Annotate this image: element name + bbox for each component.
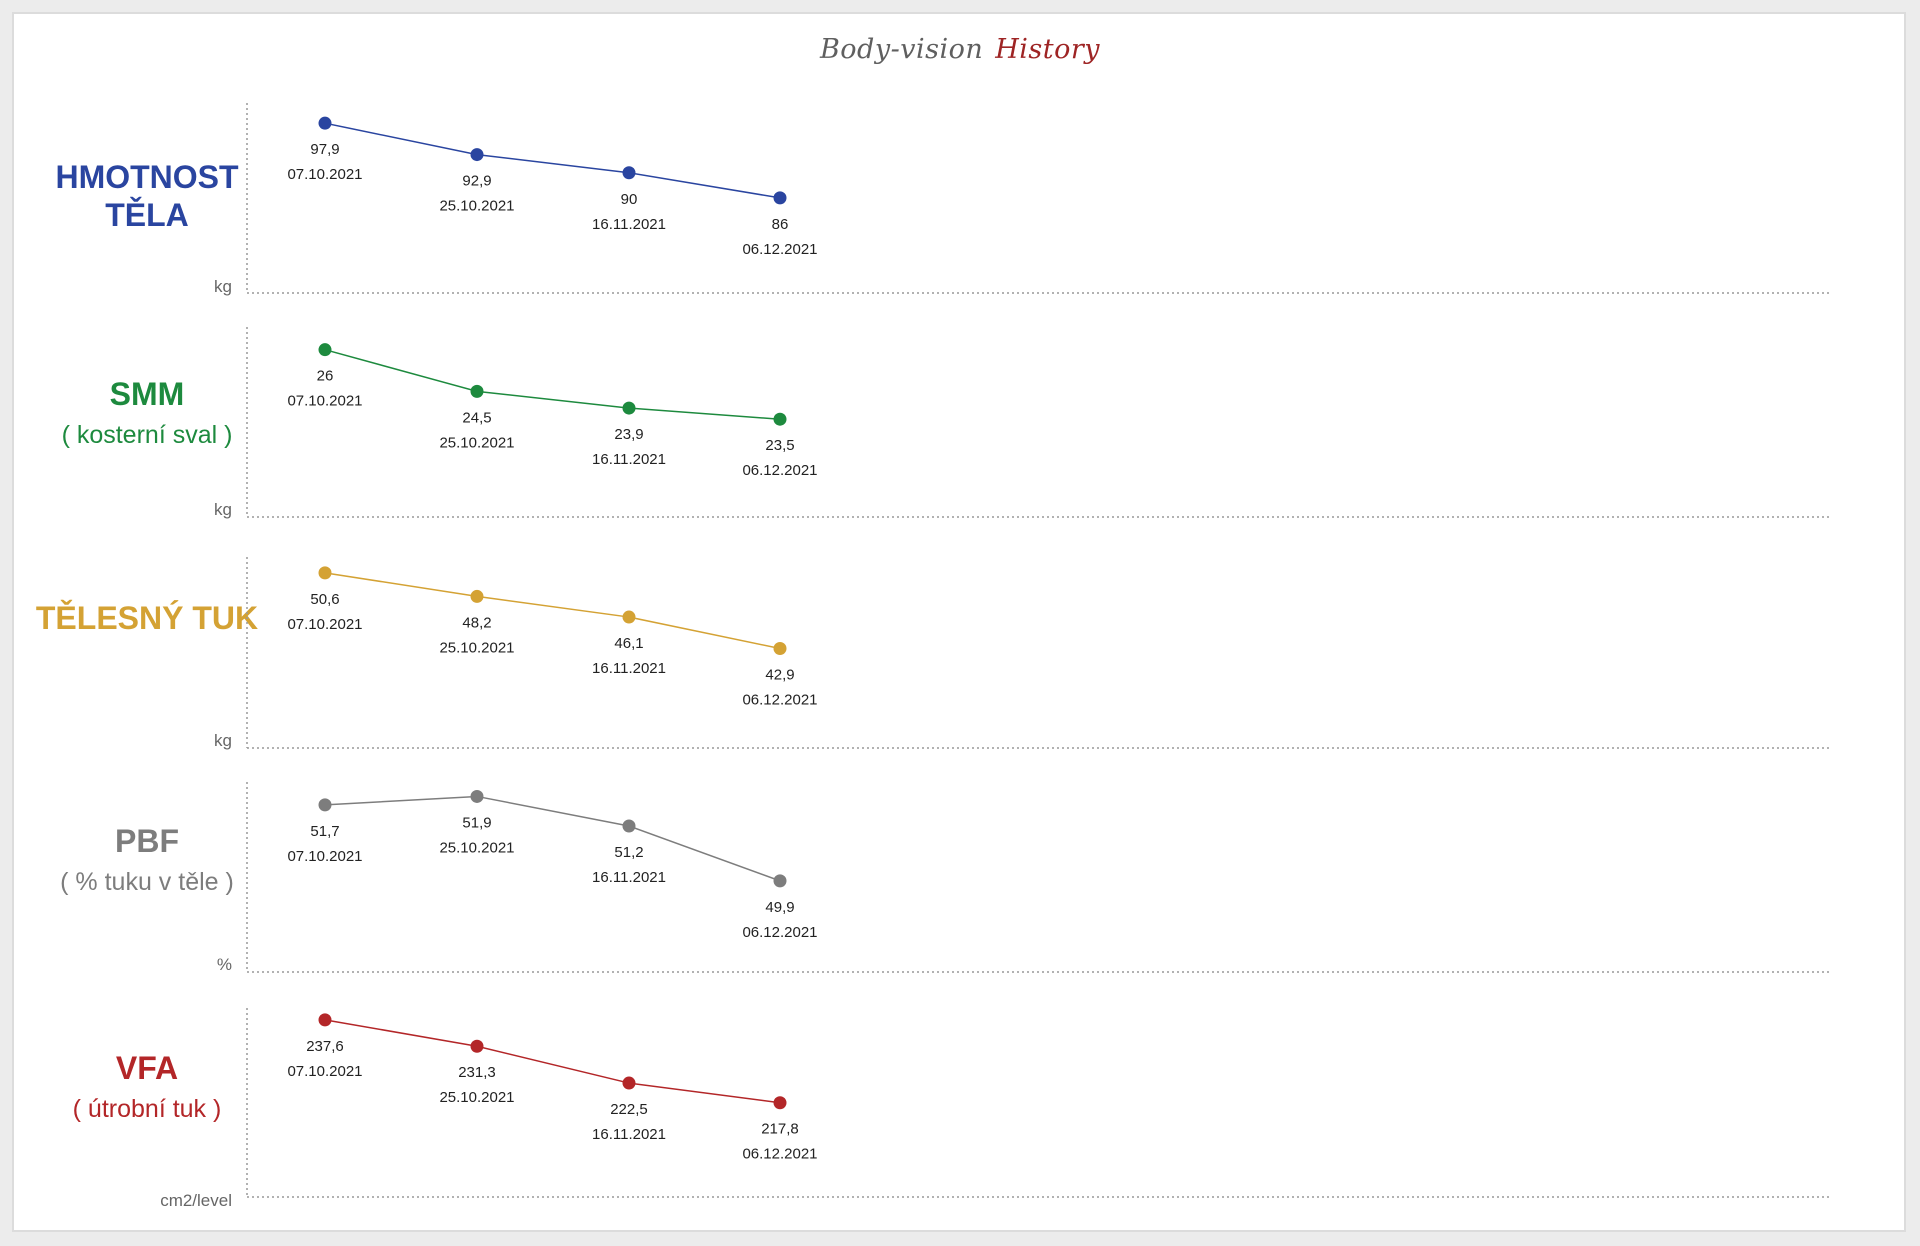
pbf-value-label-2: 51,9 xyxy=(462,814,491,831)
smm-series-line xyxy=(324,348,781,420)
title-part-history: History xyxy=(995,34,1101,65)
title-part-body-vision: Body-vision xyxy=(819,34,984,65)
vfa-value-label-3: 222,5 xyxy=(610,1101,648,1118)
page-title: Body-vision History xyxy=(0,34,1920,65)
pbf-value-label-1: 51,7 xyxy=(310,823,339,840)
panel-label-tuk: TĚLESNÝ TUK xyxy=(22,599,272,637)
smm-point-2 xyxy=(470,384,484,398)
smm-date-label-4: 06.12.2021 xyxy=(742,462,817,479)
smm-value-label-2: 24,5 xyxy=(462,409,491,426)
panel-label-hmotnost: HMOTNOST TĚLA xyxy=(22,158,272,234)
tuk-value-label-3: 46,1 xyxy=(614,635,643,652)
tuk-date-label-4: 06.12.2021 xyxy=(742,692,817,709)
pbf-value-label-4: 49,9 xyxy=(765,899,794,916)
smm-point-3 xyxy=(622,401,636,415)
hmotnost-point-1 xyxy=(318,116,332,130)
pbf-date-label-3: 16.11.2021 xyxy=(592,869,666,886)
pbf-point-2 xyxy=(470,789,484,803)
panel-label-vfa: VFA ( útrobní tuk ) xyxy=(22,1049,272,1127)
panel-label-smm: SMM ( kosterní sval ) xyxy=(22,375,272,453)
panel-title-pbf: PBF xyxy=(115,823,179,859)
vfa-value-label-1: 237,6 xyxy=(306,1038,344,1055)
panel-title-tuk: TĚLESNÝ TUK xyxy=(35,600,259,636)
vfa-value-label-4: 217,8 xyxy=(761,1121,799,1138)
vfa-point-1 xyxy=(318,1013,332,1027)
pbf-point-3 xyxy=(622,819,636,833)
vfa-date-label-3: 16.11.2021 xyxy=(592,1126,666,1143)
smm-date-label-3: 16.11.2021 xyxy=(592,451,666,468)
tuk-value-label-4: 42,9 xyxy=(765,667,794,684)
smm-value-label-3: 23,9 xyxy=(614,426,643,443)
tuk-date-label-2: 25.10.2021 xyxy=(439,639,514,656)
vfa-date-label-4: 06.12.2021 xyxy=(742,1146,817,1163)
panel-title-vfa: VFA xyxy=(115,1050,179,1086)
panel-subtitle-vfa: ( útrobní tuk ) xyxy=(72,1095,222,1123)
hmotnost-value-label-3: 90 xyxy=(621,191,638,208)
hmotnost-date-label-4: 06.12.2021 xyxy=(742,241,817,258)
hmotnost-series-line xyxy=(324,122,781,199)
smm-date-label-1: 07.10.2021 xyxy=(287,393,362,410)
tuk-series-line xyxy=(324,572,781,650)
tuk-point-1 xyxy=(318,566,332,580)
pbf-series-line xyxy=(324,795,781,882)
smm-point-1 xyxy=(318,343,332,357)
unit-label-pbf: % xyxy=(216,955,232,974)
panel-title-smm: SMM xyxy=(109,376,185,412)
tuk-point-3 xyxy=(622,610,636,624)
hmotnost-date-label-1: 07.10.2021 xyxy=(287,166,362,183)
vfa-value-label-2: 231,3 xyxy=(458,1064,496,1081)
smm-point-4 xyxy=(773,412,787,426)
tuk-point-2 xyxy=(470,589,484,603)
chart-frame xyxy=(12,12,1906,1232)
hmotnost-point-2 xyxy=(470,148,484,162)
pbf-point-1 xyxy=(318,798,332,812)
pbf-date-label-4: 06.12.2021 xyxy=(742,924,817,941)
smm-value-label-1: 26 xyxy=(317,368,334,385)
panel-title-hmotnost: HMOTNOST TĚLA xyxy=(55,159,239,233)
hmotnost-point-4 xyxy=(773,191,787,205)
unit-label-tuk: kg xyxy=(214,731,232,750)
vfa-point-4 xyxy=(773,1096,787,1110)
hmotnost-value-label-1: 97,9 xyxy=(310,141,339,158)
unit-label-vfa: cm2/level xyxy=(160,1191,232,1210)
tuk-date-label-3: 16.11.2021 xyxy=(592,660,666,677)
panel-subtitle-smm: ( kosterní sval ) xyxy=(61,421,233,449)
pbf-date-label-2: 25.10.2021 xyxy=(439,839,514,856)
tuk-point-4 xyxy=(773,642,787,656)
smm-date-label-2: 25.10.2021 xyxy=(439,434,514,451)
hmotnost-date-label-3: 16.11.2021 xyxy=(592,216,666,233)
pbf-value-label-3: 51,2 xyxy=(614,844,643,861)
vfa-date-label-1: 07.10.2021 xyxy=(287,1063,362,1080)
tuk-date-label-1: 07.10.2021 xyxy=(287,616,362,633)
panel-subtitle-pbf: ( % tuku v těle ) xyxy=(60,868,234,896)
tuk-value-label-1: 50,6 xyxy=(310,591,339,608)
panel-label-pbf: PBF ( % tuku v těle ) xyxy=(22,822,272,900)
hmotnost-point-3 xyxy=(622,166,636,180)
unit-label-hmotnost: kg xyxy=(214,277,232,296)
tuk-value-label-2: 48,2 xyxy=(462,614,491,631)
vfa-series-line xyxy=(324,1019,781,1104)
hmotnost-value-label-4: 86 xyxy=(772,216,789,233)
vfa-point-3 xyxy=(622,1076,636,1090)
hmotnost-date-label-2: 25.10.2021 xyxy=(439,198,514,215)
pbf-point-4 xyxy=(773,874,787,888)
vfa-point-2 xyxy=(470,1039,484,1053)
hmotnost-value-label-2: 92,9 xyxy=(462,173,491,190)
unit-label-smm: kg xyxy=(214,500,232,519)
pbf-date-label-1: 07.10.2021 xyxy=(287,848,362,865)
vfa-date-label-2: 25.10.2021 xyxy=(439,1089,514,1106)
smm-value-label-4: 23,5 xyxy=(765,437,794,454)
